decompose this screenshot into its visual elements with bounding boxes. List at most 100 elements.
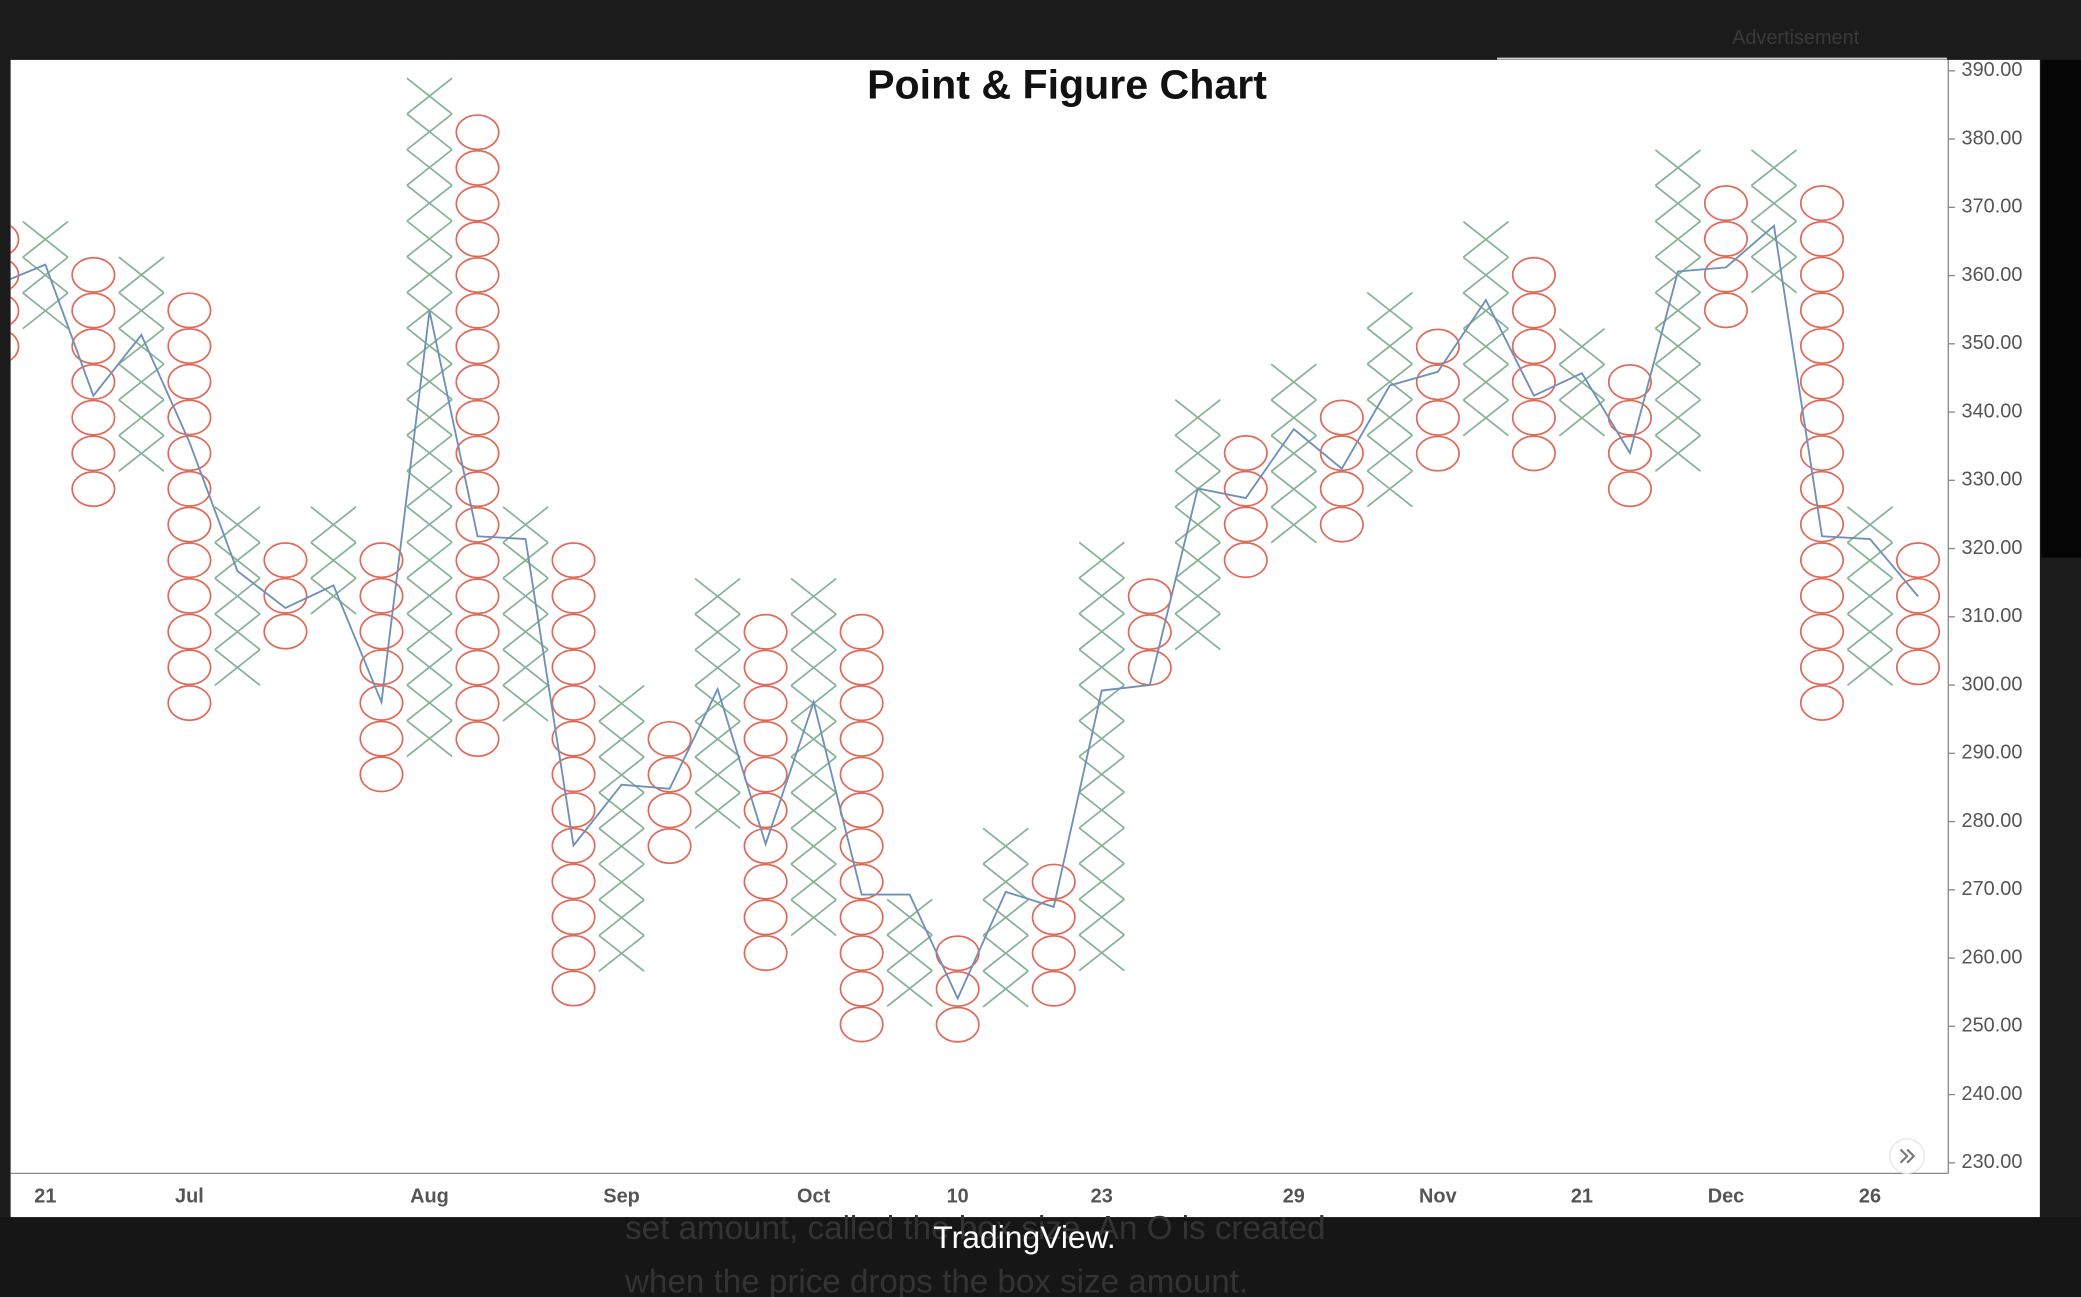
o-box [1607,471,1653,508]
y-tick-label: 290.00 [1962,742,2023,764]
o-column [359,542,404,793]
watermark: TradingView. [933,1219,1115,1255]
o-box [1223,434,1268,472]
o-box [1223,542,1268,579]
x-box [1558,363,1606,401]
o-box [551,542,596,579]
x-tick-label: 21 [34,1186,56,1208]
x-box [1078,648,1125,686]
o-box [455,613,500,651]
x-box [1654,184,1702,222]
x-box [1366,398,1413,436]
y-tick-label: 350.00 [1962,332,2023,354]
o-box [359,542,404,579]
x-box [214,648,261,686]
o-box [743,935,788,972]
x-box [1078,541,1125,579]
x-box [598,863,645,901]
x-box [22,292,69,330]
o-box [455,685,500,722]
o-box [263,542,308,579]
x-box [406,220,453,258]
o-column [743,613,788,972]
x-box [406,184,453,222]
o-box [1895,649,1941,686]
o-box [551,649,596,686]
o-box [551,827,596,864]
o-box [839,827,884,865]
o-box [743,720,788,757]
o-column [1319,399,1364,543]
x-box [982,827,1029,865]
x-box [1078,862,1125,900]
y-tick-label: 280.00 [1962,810,2023,832]
x-box [886,969,933,1008]
o-box [1319,470,1364,507]
x-box [406,327,453,365]
x-box [790,827,837,865]
o-box [10,224,20,254]
x-box [406,684,453,722]
x-box [502,684,549,722]
o-box [455,292,500,329]
o-column [1895,542,1941,686]
x-box [406,113,453,151]
x-box [1078,684,1125,722]
x-box [1174,399,1221,437]
x-box [598,720,645,758]
scroll-button-icon[interactable] [1899,1148,1916,1164]
o-box [1799,292,1845,329]
o-box [743,792,788,829]
o-box [1511,256,1556,293]
o-box [1127,613,1172,651]
side-panel [2041,59,2081,558]
o-box [455,221,500,258]
o-box [167,684,212,722]
x-box [214,613,261,651]
x-box [790,863,837,901]
o-box [167,470,212,507]
o-box [1703,256,1749,293]
x-box [1174,577,1221,615]
x-column [214,506,261,686]
background-text: when the price drops the box size amount… [624,1263,1248,1297]
x-box [1750,149,1798,187]
o-box [935,1006,980,1043]
o-box [359,613,404,650]
o-box [1031,970,1076,1007]
y-tick-label: 300.00 [1962,673,2023,695]
x-box [1366,291,1413,329]
x-box [406,648,453,686]
x-box [790,899,837,937]
o-box [647,828,692,865]
x-box [1846,613,1894,651]
o-column [1511,256,1556,472]
x-tick-label: 10 [947,1186,969,1208]
x-box [1654,327,1702,365]
x-tick-label: Jul [175,1186,204,1208]
x-tick-label: 26 [1859,1186,1881,1208]
o-box [1799,363,1845,400]
o-box [167,328,212,365]
x-box [1366,363,1413,401]
y-tick-label: 270.00 [1962,878,2023,900]
o-box [71,292,116,329]
o-box [167,292,212,329]
scroll-button[interactable] [1889,1138,1926,1175]
x-box [598,684,645,723]
o-box [1799,435,1845,472]
y-tick-label: 360.00 [1962,264,2023,286]
x-box [1654,291,1702,330]
x-box [790,577,837,615]
o-box [1799,327,1845,365]
o-box [647,720,692,758]
o-box [10,332,20,361]
o-box [1607,363,1653,401]
o-box [1799,399,1845,436]
o-box [1511,399,1556,436]
x-box [1174,434,1221,472]
o-box [263,577,308,614]
o-box [1415,435,1460,472]
o-box [1799,613,1845,650]
x-box [1270,506,1317,544]
